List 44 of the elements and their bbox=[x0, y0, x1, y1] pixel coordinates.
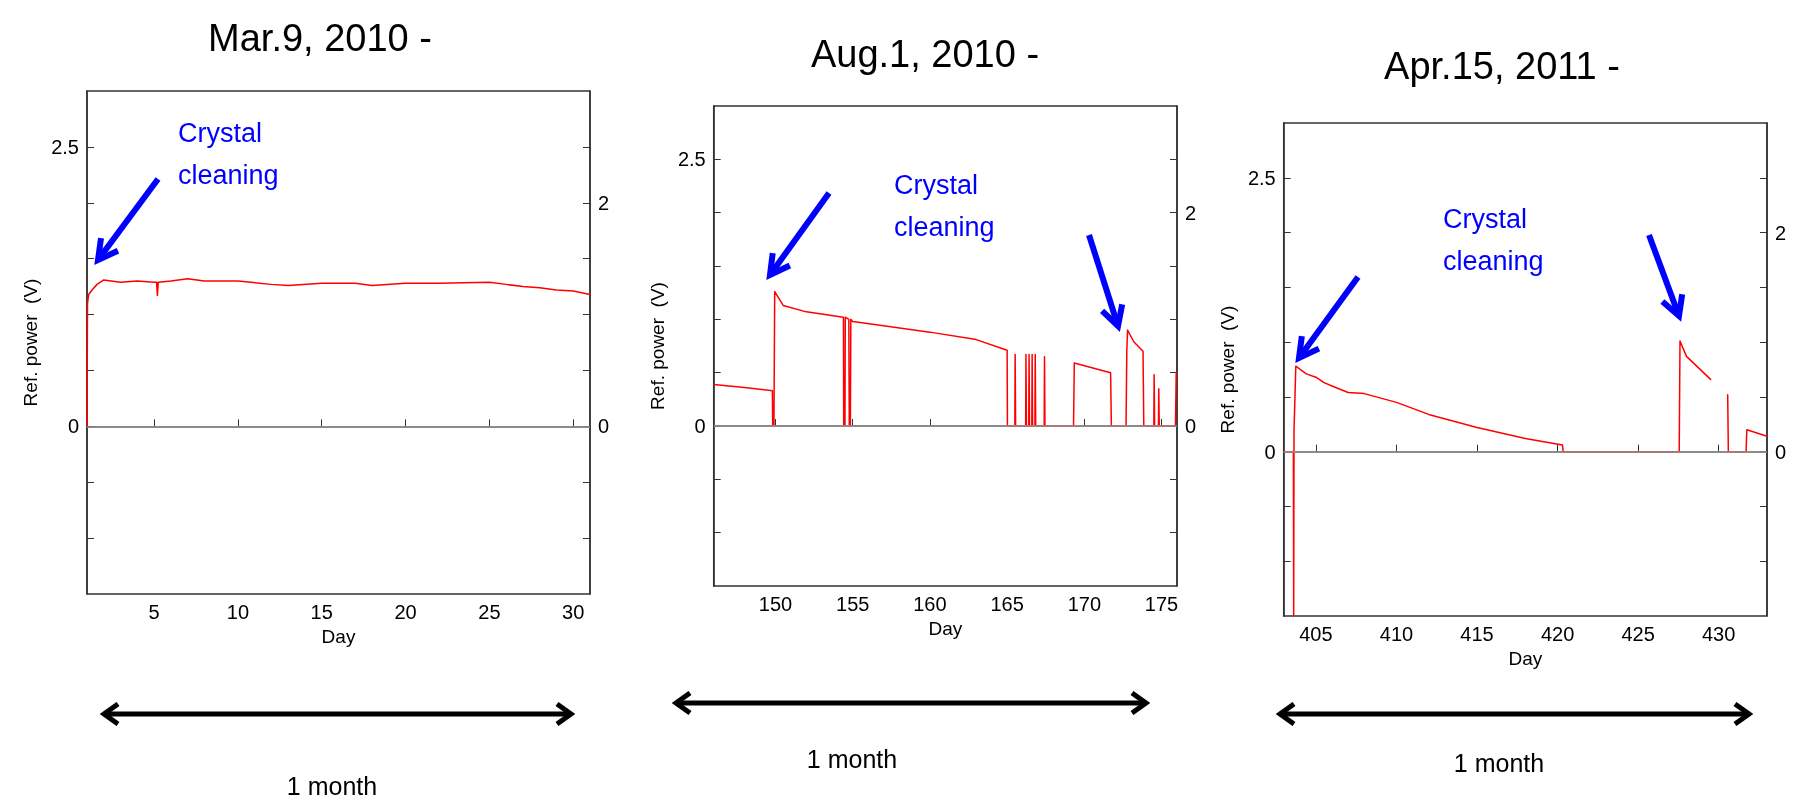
line-series bbox=[712, 290, 1177, 427]
x-tick-label: 15 bbox=[310, 601, 333, 623]
x-tick-label: 415 bbox=[1460, 623, 1494, 645]
x-tick-label: 175 bbox=[1144, 593, 1179, 615]
x-tick-label: 170 bbox=[1067, 593, 1102, 615]
x-axis-title: Day bbox=[1508, 647, 1543, 669]
y-axis-title: Ref. power (V) bbox=[1217, 305, 1238, 434]
x-tick-label: 20 bbox=[394, 601, 417, 623]
y2-tick-label: 0 bbox=[1775, 440, 1787, 463]
chart-title: Apr.15, 2011 - bbox=[1384, 45, 1620, 87]
y2-tick-label: 0 bbox=[1185, 415, 1197, 437]
x-tick-label: 25 bbox=[478, 601, 501, 623]
chart-title: Aug.1, 2010 - bbox=[810, 33, 1040, 75]
x-tick-label: 405 bbox=[1299, 623, 1333, 645]
annotation: Crystal cleaning bbox=[178, 117, 280, 192]
x-tick-label: 30 bbox=[562, 601, 585, 623]
x-tick-label: 425 bbox=[1621, 623, 1655, 645]
text: 1 month bbox=[805, 745, 899, 774]
y-tick-label: 2.5 bbox=[677, 148, 706, 171]
x-axis-title: Day bbox=[321, 625, 356, 647]
x-tick-label: 160 bbox=[913, 593, 947, 615]
x-tick-label: 165 bbox=[990, 593, 1024, 615]
y2-tick-label: 2 bbox=[598, 191, 610, 214]
y-axis-title: Ref. power (V) bbox=[20, 278, 42, 407]
x-tick-label: 150 bbox=[758, 593, 793, 615]
text: 1 month bbox=[285, 772, 379, 800]
y2-tick-label: 2 bbox=[1185, 201, 1197, 224]
x-tick-label: 410 bbox=[1379, 623, 1414, 645]
x-tick-label: 155 bbox=[836, 593, 870, 615]
y-tick-label: 2.5 bbox=[51, 135, 79, 158]
line-series bbox=[86, 278, 591, 428]
x-tick-label: 430 bbox=[1701, 623, 1736, 645]
x-axis-title: Day bbox=[928, 617, 963, 639]
x-tick-label: 420 bbox=[1540, 623, 1575, 645]
x-tick-label: 5 bbox=[148, 601, 160, 623]
y-tick-label: 2.5 bbox=[1247, 166, 1276, 189]
x-tick-label: 10 bbox=[226, 601, 250, 623]
y2-tick-label: 2 bbox=[1775, 221, 1787, 244]
annotation: Crystal cleaning bbox=[1443, 203, 1545, 278]
chart-title: Mar.9, 2010 - bbox=[208, 17, 432, 59]
text: 1 month bbox=[1452, 749, 1546, 778]
annotation: Crystal cleaning bbox=[894, 169, 996, 244]
y2-tick-label: 0 bbox=[598, 415, 610, 438]
y-axis-title: Ref. power (V) bbox=[647, 282, 668, 410]
